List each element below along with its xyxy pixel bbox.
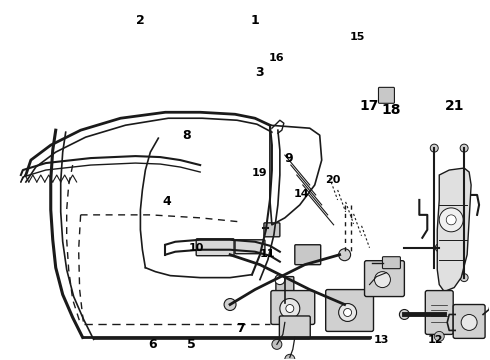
Text: 1: 1 <box>250 14 259 27</box>
Text: 12: 12 <box>428 334 443 345</box>
Circle shape <box>343 309 352 316</box>
FancyBboxPatch shape <box>365 261 404 297</box>
Text: 4: 4 <box>163 195 172 208</box>
Circle shape <box>285 354 295 360</box>
Text: 14: 14 <box>294 189 309 199</box>
Text: 9: 9 <box>285 152 293 165</box>
Circle shape <box>430 144 438 152</box>
Circle shape <box>339 303 357 321</box>
Text: 11: 11 <box>259 248 275 258</box>
Text: 6: 6 <box>148 338 157 351</box>
Circle shape <box>286 305 294 312</box>
Text: 19: 19 <box>252 168 268 178</box>
FancyBboxPatch shape <box>271 291 315 324</box>
Circle shape <box>460 274 468 282</box>
Circle shape <box>460 144 468 152</box>
FancyBboxPatch shape <box>378 87 394 103</box>
Circle shape <box>224 298 236 310</box>
Circle shape <box>272 339 282 349</box>
Circle shape <box>374 272 391 288</box>
FancyBboxPatch shape <box>425 291 453 334</box>
Text: 21: 21 <box>445 99 465 113</box>
Circle shape <box>439 310 449 319</box>
Text: 13: 13 <box>374 334 390 345</box>
Text: 10: 10 <box>189 243 204 253</box>
Text: 18: 18 <box>382 103 401 117</box>
FancyBboxPatch shape <box>326 289 373 332</box>
Text: 15: 15 <box>349 32 365 41</box>
Circle shape <box>461 315 477 330</box>
FancyBboxPatch shape <box>276 276 294 293</box>
Text: 3: 3 <box>255 66 264 79</box>
Circle shape <box>439 208 463 232</box>
Text: 5: 5 <box>187 338 196 351</box>
Circle shape <box>339 249 350 261</box>
FancyBboxPatch shape <box>279 316 310 339</box>
Text: 17: 17 <box>360 99 379 113</box>
FancyBboxPatch shape <box>264 223 280 237</box>
FancyBboxPatch shape <box>295 245 321 265</box>
Text: 7: 7 <box>236 322 245 335</box>
Polygon shape <box>437 168 471 292</box>
Text: 8: 8 <box>182 129 191 142</box>
Text: 20: 20 <box>325 175 341 185</box>
Text: 2: 2 <box>136 14 145 27</box>
Circle shape <box>446 215 456 225</box>
Circle shape <box>275 275 285 285</box>
FancyBboxPatch shape <box>453 305 485 338</box>
Circle shape <box>280 298 300 319</box>
Circle shape <box>399 310 409 319</box>
Circle shape <box>435 244 443 252</box>
Circle shape <box>434 332 444 341</box>
Text: 16: 16 <box>269 53 285 63</box>
FancyBboxPatch shape <box>383 257 400 269</box>
FancyBboxPatch shape <box>196 239 234 256</box>
FancyBboxPatch shape <box>235 240 265 254</box>
